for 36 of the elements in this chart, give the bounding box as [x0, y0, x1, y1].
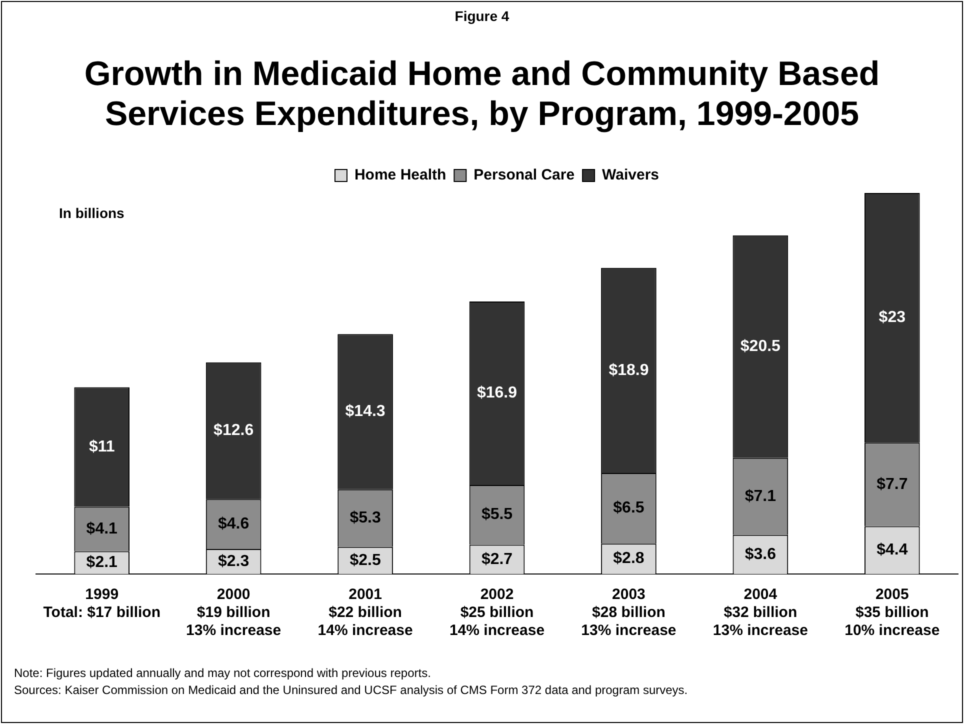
- data-label: $7.1: [744, 488, 776, 505]
- data-label: $7.7: [876, 476, 908, 493]
- data-label: $4.6: [218, 515, 250, 532]
- data-label: $4.4: [876, 542, 908, 559]
- x-tick-label: 2002 $25 billion 14% increase: [449, 586, 545, 640]
- x-tick-label: 2003 $28 billion 13% increase: [581, 586, 676, 640]
- annotation: In billions: [59, 205, 124, 221]
- chart-title: Growth in Medicaid Home and Community Based Services Expenditures, by Program, 1999-2005: [83, 54, 881, 134]
- data-label: $2.8: [613, 550, 644, 568]
- data-label: $2.3: [218, 552, 250, 570]
- data-label: $14.3: [345, 403, 386, 420]
- data-label: $3.6: [744, 546, 776, 563]
- data-label: $6.5: [613, 500, 644, 517]
- legend-label: Personal Care: [474, 166, 575, 184]
- data-label: $18.9: [608, 362, 649, 379]
- x-tick-label: 2001 $22 billion 14% increase: [318, 586, 413, 640]
- x-tick-label: 2004 $32 billion 13% increase: [712, 586, 808, 640]
- data-label: $12.6: [214, 422, 254, 440]
- x-tick-label: 2000 $19 billion 13% increase: [186, 586, 282, 640]
- source-note: Sources: Kaiser Commission on Medicaid and the Uninsured and UCSF analysis of CMS Form 372 data and program surveys.: [14, 683, 688, 697]
- x-tick-label: 1999 Total: $17 billion: [43, 586, 160, 622]
- x-tick-label: 2005 $35 billion 10% increase: [844, 586, 940, 640]
- data-label: $16.9: [476, 384, 518, 402]
- data-label: $11: [88, 438, 115, 456]
- data-label: $5.3: [350, 510, 381, 527]
- data-label: $2.1: [86, 554, 118, 572]
- data-label: $20.5: [740, 338, 781, 355]
- data-label: $4.1: [86, 520, 118, 538]
- text: Note: Figures updated annually and may not correspond with previous reports.: [14, 666, 431, 680]
- data-label: $2.7: [481, 550, 513, 568]
- data-label: $2.5: [350, 552, 381, 569]
- chart-subtitle: Figure 4: [454, 8, 510, 24]
- legend-label: Home Health: [354, 166, 446, 184]
- legend-label: Waivers: [602, 166, 660, 184]
- data-label: $5.5: [481, 506, 513, 524]
- data-label: $23: [878, 309, 906, 326]
